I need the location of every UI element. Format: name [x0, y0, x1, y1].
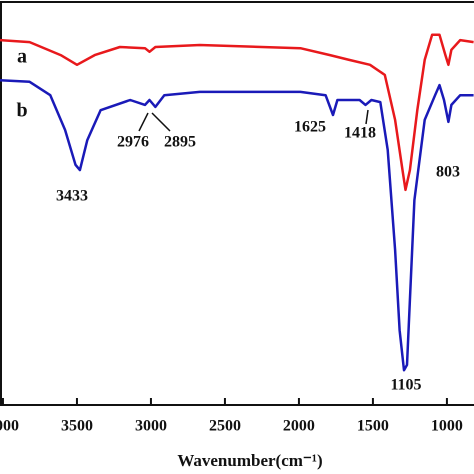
series-label: b: [16, 100, 27, 122]
x-axis-title: Wavenumber(cm⁻¹): [177, 451, 322, 470]
x-tick-label: 1000: [431, 418, 463, 435]
peak-label: 1105: [390, 377, 421, 394]
leader-line: [138, 112, 149, 132]
spectrum-line: [0, 78, 474, 372]
leader-line: [365, 109, 369, 125]
spectrum-line: [0, 33, 474, 192]
x-tick-label: 2500: [209, 418, 241, 435]
x-tick-label: 2000: [283, 418, 315, 435]
series-label: a: [17, 46, 27, 68]
x-tick-label: 3500: [61, 418, 93, 435]
peak-label: 1418: [344, 125, 376, 142]
peak-label: 2895: [164, 134, 196, 151]
peak-label: 803: [436, 164, 460, 181]
peak-label: 3433: [56, 188, 88, 205]
leader-line: [151, 112, 171, 132]
x-tick-label: 3000: [135, 418, 167, 435]
plot-frame: [0, 1, 474, 406]
x-tick-label: 4000: [0, 418, 19, 435]
peak-label: 2976: [117, 134, 149, 151]
peak-label: 1625: [294, 119, 326, 136]
x-tick-label: 1500: [357, 418, 389, 435]
